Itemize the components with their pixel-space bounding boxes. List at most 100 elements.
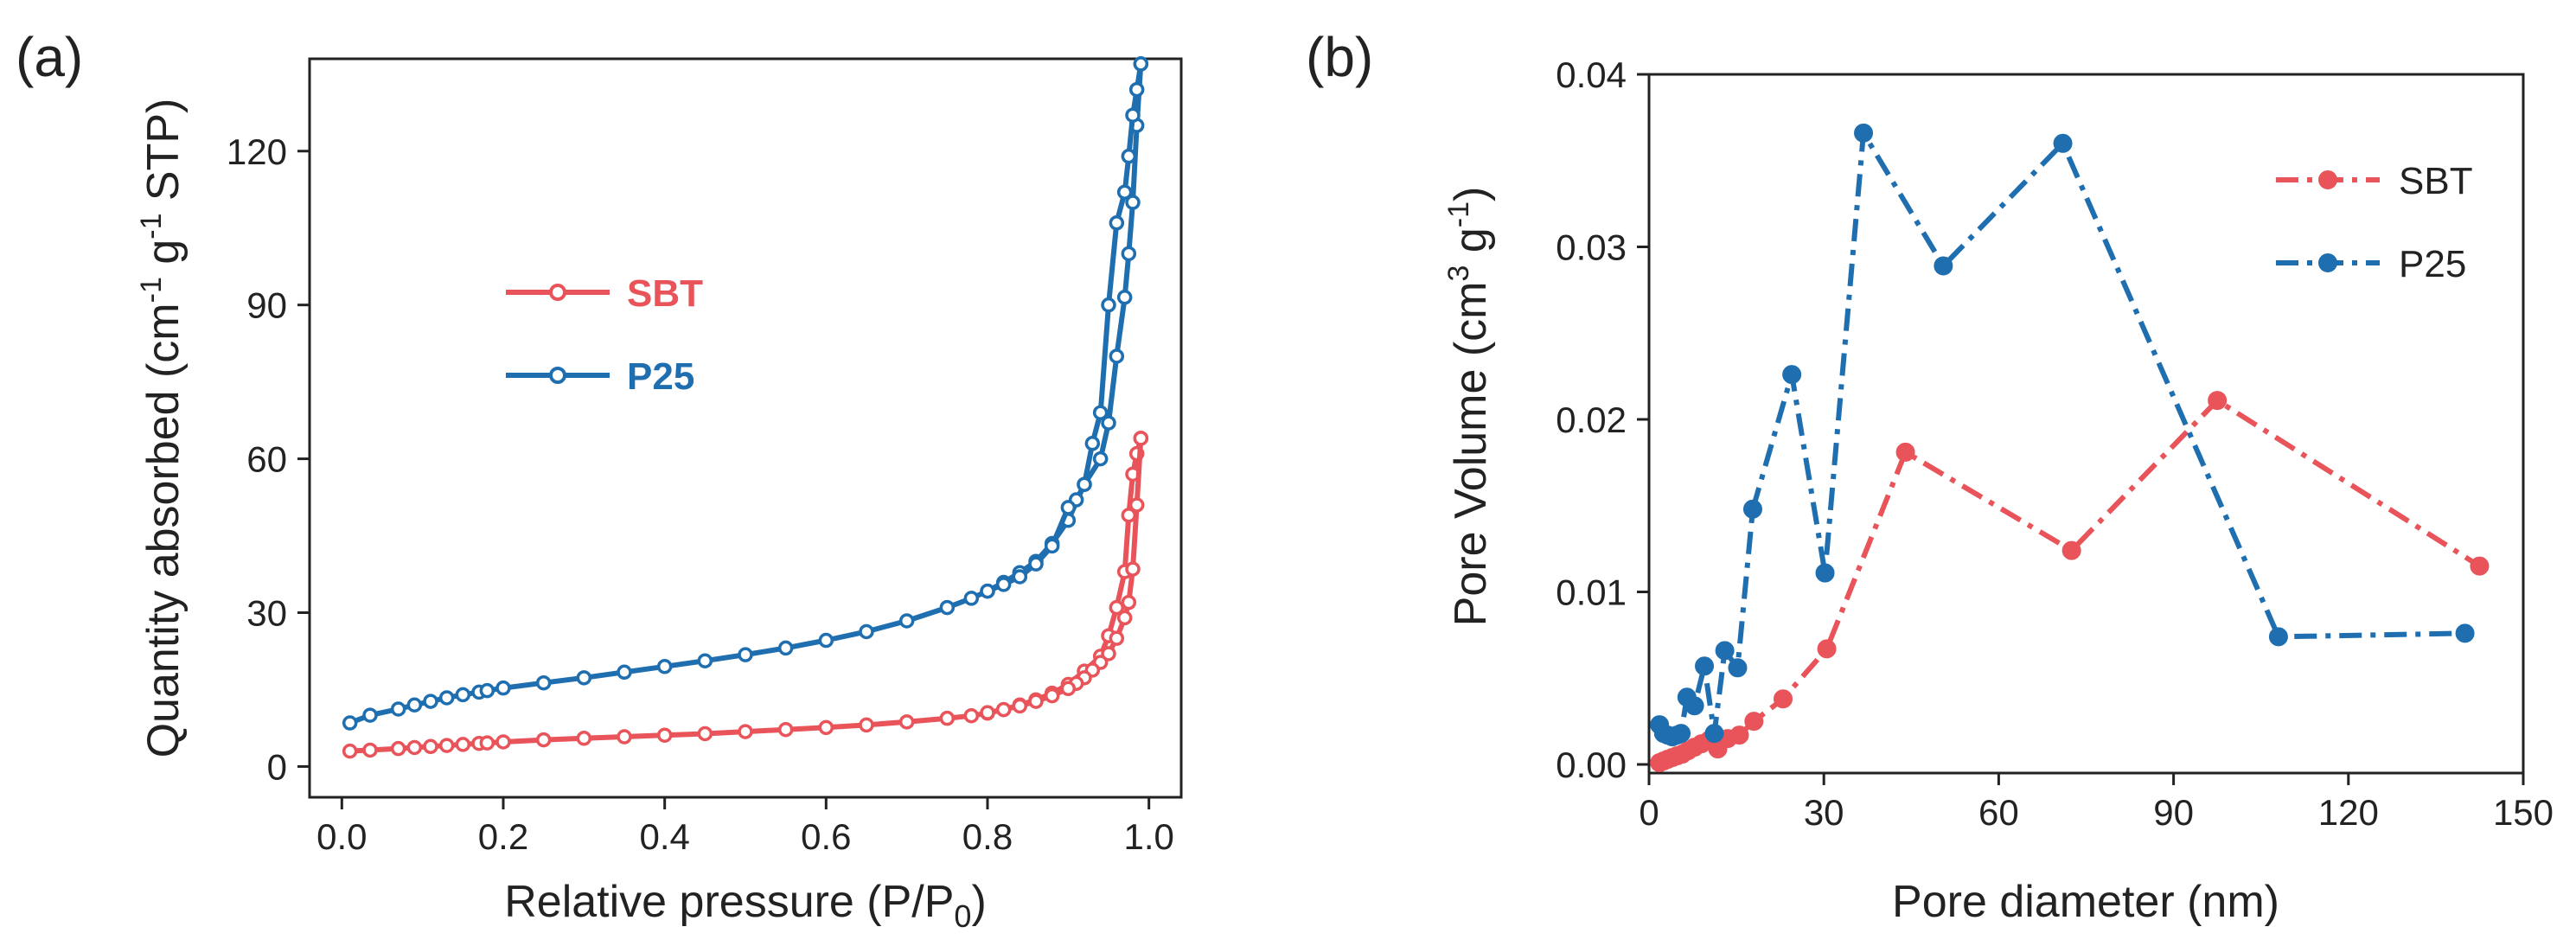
panel-a-sbt-adsorption-point — [342, 743, 358, 759]
panel-b: (b) 0.00 0.01 0.02 0.03 0.04 0 30 60 90 120 150 S… — [1306, 26, 2554, 927]
panel-a-p25-desorption-point — [1133, 56, 1149, 72]
panel-a-p25-desorption-point — [1116, 184, 1133, 200]
panel-a-sbt-adsorption-point — [576, 731, 592, 746]
panel-b-series — [1650, 123, 2490, 773]
panel-b-p25-point — [1695, 656, 1715, 676]
panel-b-y-title-part-1: Pore Volume (cm — [1446, 282, 1496, 627]
panel-a-y-axis-title: Quantity absorbed (cm-1 g-1 STP) — [135, 99, 189, 758]
panel-a-p25-adsorption-point — [1116, 290, 1133, 305]
panel-a-sbt-adsorption-point — [859, 717, 874, 733]
panel-a-y-title-sup-2: -1 — [135, 214, 168, 240]
legend-b-sbt-label: SBT — [2399, 160, 2473, 202]
legend-b-sbt-marker — [2318, 170, 2337, 189]
panel-b-y-axis-title: Pore Volume (cm3 g-1) — [1442, 187, 1496, 627]
panel-b-p25-point — [1684, 696, 1704, 716]
panel-a-p25-desorption-point — [1028, 556, 1044, 572]
panel-a-sbt-desorption-point — [1044, 687, 1060, 704]
panel-a-x-ticks: 0.0 0.2 0.4 0.6 0.8 1.0 — [316, 797, 1174, 857]
panel-b-x-tick-label: 30 — [1804, 792, 1844, 833]
panel-b-y-tick-label: 0.03 — [1556, 227, 1627, 268]
panel-a-x-tick-label: 0.6 — [801, 816, 851, 857]
legend-p25-label: P25 — [627, 355, 694, 398]
panel-b-sbt-point — [2470, 556, 2490, 576]
panel-a-sbt-adsorption-point — [818, 719, 834, 736]
panel-a-y-title-part-2: g — [138, 240, 189, 277]
panel-a-p25-adsorption-point — [1121, 246, 1137, 262]
panel-a-p25-desorption-point — [1077, 476, 1092, 492]
panel-a-sbt-desorption-point — [1128, 497, 1145, 513]
panel-b-y-tick-label: 0.00 — [1556, 745, 1627, 785]
panel-b-sbt-point — [2208, 391, 2228, 411]
panel-a-x-tick-label: 0.2 — [478, 816, 528, 857]
panel-a-p25-desorption-point — [1084, 436, 1101, 451]
panel-a-x-tick-label: 0.8 — [962, 816, 1013, 857]
panel-b-x-tick-label: 150 — [2493, 792, 2554, 833]
panel-b-x-tick-label: 90 — [2153, 792, 2194, 833]
panel-b-y-title-sup-1: 3 — [1442, 265, 1475, 282]
panel-a-p25-adsorption-point — [479, 682, 495, 699]
panel-a-y-tick-label: 90 — [246, 285, 287, 326]
panel-a-p25-adsorption-point — [818, 632, 834, 649]
panel-b-p25-point — [2455, 623, 2475, 643]
panel-a-y-title-part-1: Quantity absorbed (cm — [138, 303, 189, 757]
panel-a-p25-adsorption-point — [576, 670, 592, 686]
panel-a-p25-adsorption-point — [1125, 195, 1141, 210]
panel-a-sbt-adsorption-point — [963, 707, 980, 724]
panel-a-label: (a) — [16, 26, 83, 88]
panel-a-p25-adsorption-point — [859, 623, 874, 640]
legend-b-p25-label: P25 — [2399, 243, 2466, 285]
panel-b-x-axis-title: Pore diameter (nm) — [1892, 877, 2279, 927]
panel-b-y-tick-label: 0.02 — [1556, 399, 1627, 440]
panel-b-x-tick-label: 0 — [1639, 792, 1659, 833]
panel-b-p25-line — [1657, 130, 2465, 740]
panel-a-legend: SBT P25 — [506, 272, 703, 398]
panel-a-sbt-adsorption-point — [479, 735, 495, 751]
panel-a-p25-adsorption-line — [348, 63, 1144, 725]
panel-a-sbt-adsorption-point — [362, 742, 378, 758]
panel-a-x-axis-title: Relative pressure (P/P0) — [504, 877, 987, 934]
panel-b-sbt-point — [1895, 442, 1915, 462]
legend-sbt-marker — [549, 284, 566, 301]
panel-a-p25-desorption-point — [1044, 538, 1060, 554]
panel-a-sbt-desorption-point — [995, 701, 1012, 718]
panel-b-y-tick-label: 0.01 — [1556, 572, 1627, 613]
legend-sbt-label: SBT — [627, 272, 703, 315]
legend-b-p25-marker — [2318, 253, 2337, 272]
panel-b-y-title-part-2: g — [1446, 227, 1496, 265]
panel-a-sbt-adsorption-point — [495, 734, 511, 750]
panel-a-sbt-adsorption-point — [406, 739, 423, 756]
panel-a-p25-adsorption-point — [617, 664, 632, 681]
panel-b-p25-point — [1934, 256, 1953, 276]
panel-a-p25-adsorption-point — [963, 591, 980, 606]
panel-b-p25-point — [2268, 627, 2288, 647]
panel-a-p25-adsorption-point — [362, 707, 378, 723]
panel-b-p25-point — [1782, 365, 1802, 385]
panel-b-sbt-point — [1729, 725, 1749, 745]
panel-a-y-title-sup-1: -1 — [135, 277, 168, 303]
panel-a-sbt-adsorption-point — [438, 738, 455, 753]
panel-a-y-tick-label: 30 — [246, 593, 287, 634]
panel-a-sbt-desorption-point — [1101, 646, 1116, 662]
panel-b-p25-point — [2053, 133, 2073, 153]
panel-a-p25-adsorption-point — [1101, 415, 1116, 431]
panel-a-p25-adsorption-point — [535, 674, 552, 691]
panel-a-p25-desorption-point — [1128, 81, 1145, 98]
panel-a-sbt-adsorption-point — [738, 724, 753, 739]
panel-a-x-title-end: ) — [971, 877, 986, 927]
panel-a-p25-adsorption-point — [1092, 451, 1109, 467]
panel-a-sbt-adsorption-point — [423, 738, 438, 755]
panel-b-y-tick-label: 0.04 — [1556, 54, 1627, 95]
panel-a-p25-desorption-point — [1012, 569, 1028, 585]
panel-b-x-tick-label: 60 — [1978, 792, 2019, 833]
panel-b-legend: SBT P25 — [2276, 160, 2473, 285]
panel-a-p25-adsorption-point — [423, 694, 438, 709]
panel-a-y-tick-label: 120 — [227, 131, 287, 172]
panel-b-label: (b) — [1306, 26, 1373, 88]
panel-a-sbt-adsorption-point — [898, 714, 915, 730]
panel-a-p25-desorption-point — [1060, 500, 1077, 515]
panel-a-p25-desorption-point — [1125, 107, 1141, 123]
panel-a-x-tick-label: 1.0 — [1123, 816, 1173, 857]
panel-b-axes-frame — [1647, 73, 2525, 775]
panel-a-sbt-adsorption-point — [455, 737, 471, 752]
panel-a-sbt-desorption-point — [980, 705, 995, 720]
